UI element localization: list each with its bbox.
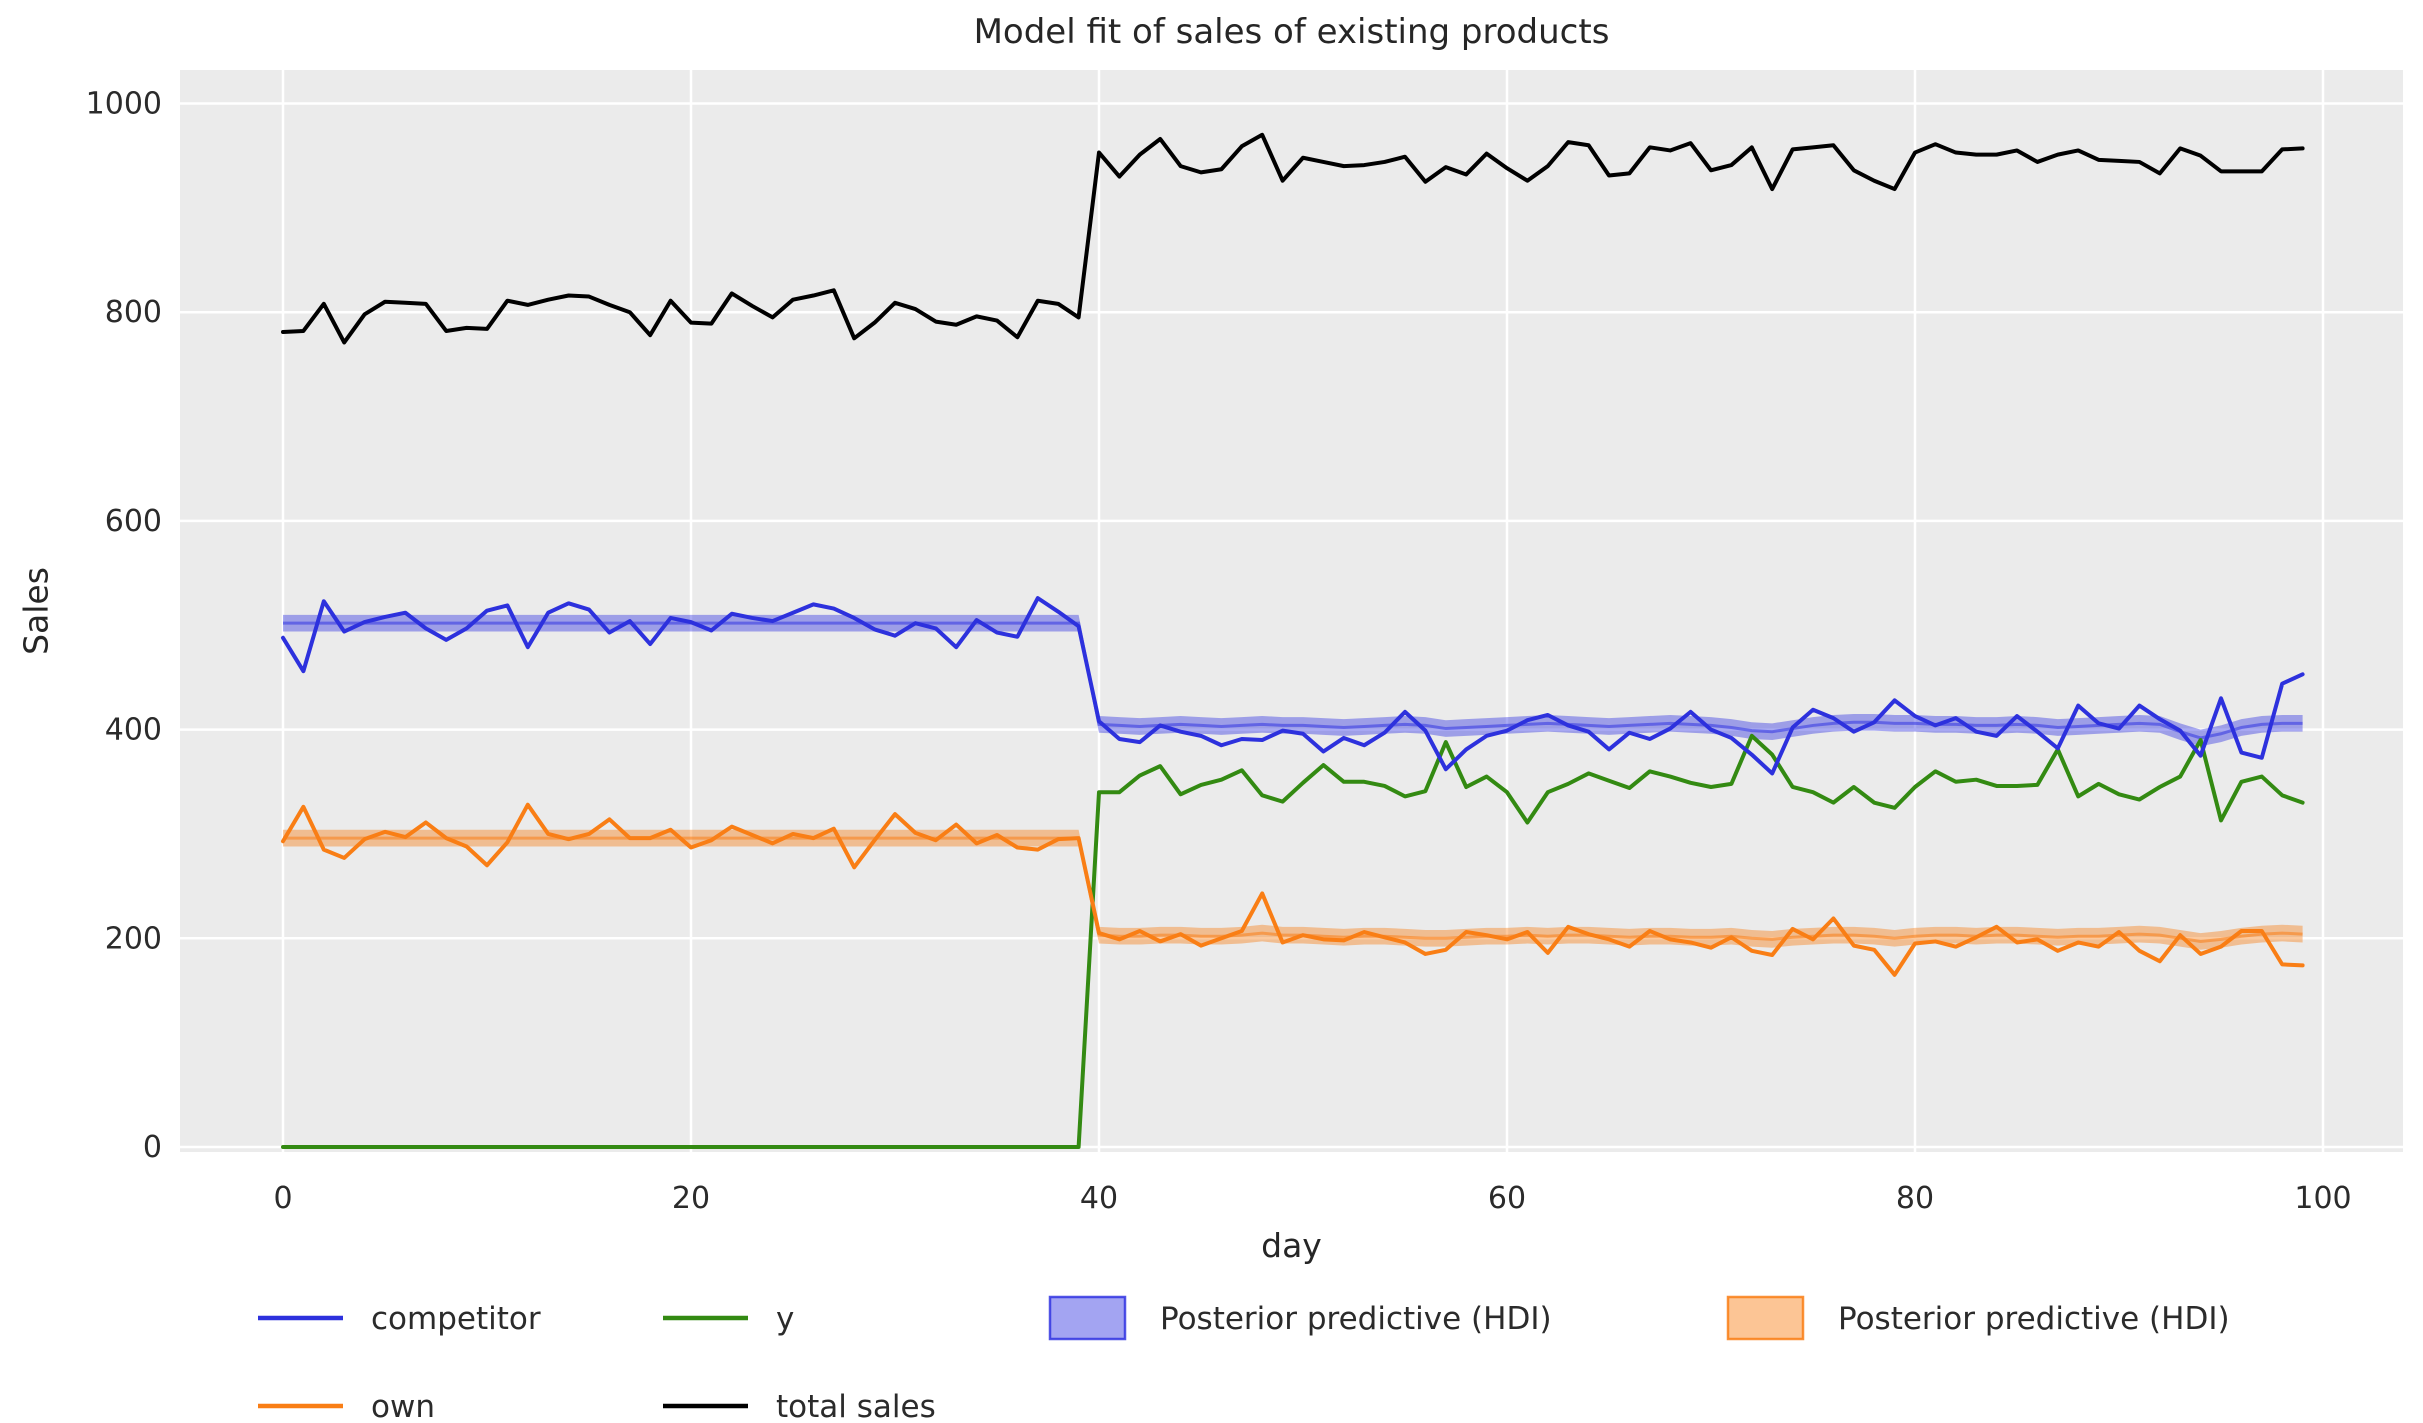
series-line-y: [281, 733, 2305, 1149]
y-axis-label: Sales: [16, 567, 56, 655]
x-tick-label: 80: [1896, 1181, 1934, 1216]
plot-background: [180, 70, 2403, 1152]
y-tick-label: 200: [105, 921, 162, 956]
x-tick-label: 20: [672, 1181, 710, 1216]
x-tick-label: 0: [273, 1181, 292, 1216]
legend-label-posterior-predictive-hdi-: Posterior predictive (HDI): [1838, 1301, 2230, 1337]
legend-label-total-sales: total sales: [776, 1389, 936, 1423]
legend-label-own: own: [371, 1389, 435, 1423]
plot-contents: [180, 70, 2403, 1152]
hdi-band-own: [283, 829, 2303, 950]
hdi-band-competitor: [283, 614, 2303, 747]
series-line-own: [281, 802, 2305, 977]
hdi-mean-own: [283, 836, 2303, 943]
x-tick-label: 40: [1080, 1181, 1118, 1216]
x-tick-label: 100: [2294, 1181, 2351, 1216]
series-line-total-sales: [281, 132, 2305, 345]
legend-label-competitor: competitor: [371, 1301, 541, 1337]
chart-title: Model fit of sales of existing products: [973, 12, 1610, 52]
y-tick-label: 600: [105, 504, 162, 539]
y-tick-label: 1000: [86, 87, 162, 122]
x-axis-label: day: [1261, 1226, 1322, 1265]
legend-label-y: y: [776, 1301, 794, 1337]
y-tick-label: 0: [143, 1130, 162, 1165]
legend-patch-hdi-orange: [1726, 1295, 1805, 1341]
y-tick-label: 400: [105, 713, 162, 748]
legend-patch-hdi-blue: [1048, 1295, 1127, 1341]
y-tick-label: 800: [105, 295, 162, 330]
series-line-competitor: [281, 596, 2305, 776]
x-tick-label: 60: [1488, 1181, 1526, 1216]
legend-label-posterior-predictive-hdi-: Posterior predictive (HDI): [1160, 1301, 1552, 1337]
